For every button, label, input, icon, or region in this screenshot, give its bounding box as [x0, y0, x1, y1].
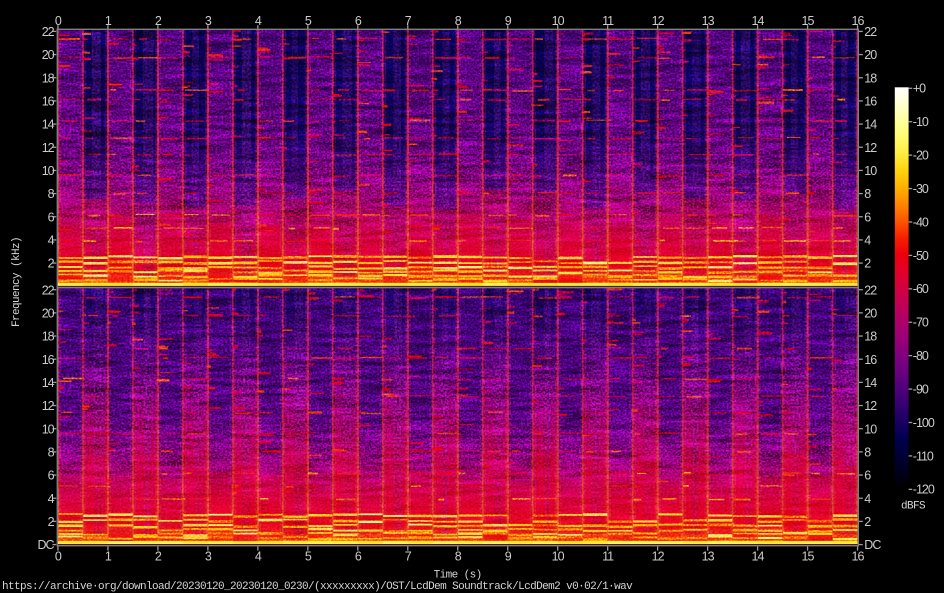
- svg-text:20: 20: [864, 48, 877, 62]
- svg-text:10: 10: [864, 422, 877, 436]
- svg-text:22: 22: [42, 283, 55, 297]
- svg-text:1: 1: [105, 14, 112, 28]
- svg-text:6: 6: [864, 469, 871, 483]
- svg-text:5: 5: [305, 550, 312, 564]
- svg-text:+0: +0: [913, 82, 926, 96]
- svg-text:3: 3: [205, 550, 212, 564]
- svg-text:-80: -80: [913, 349, 929, 363]
- svg-text:dBFS: dBFS: [901, 501, 926, 513]
- svg-text:11: 11: [602, 14, 614, 28]
- svg-text:0: 0: [55, 14, 62, 28]
- svg-text:4: 4: [864, 234, 871, 248]
- svg-text:Frequency (kHz): Frequency (kHz): [11, 237, 23, 327]
- svg-text:6: 6: [355, 14, 362, 28]
- svg-text:4: 4: [255, 14, 262, 28]
- svg-text:16: 16: [864, 353, 877, 367]
- svg-text:12: 12: [42, 399, 55, 413]
- svg-text:2: 2: [155, 14, 162, 28]
- svg-text:-40: -40: [913, 215, 929, 229]
- svg-text:0: 0: [55, 550, 62, 564]
- svg-text:4: 4: [48, 234, 55, 248]
- svg-text:1: 1: [105, 550, 112, 564]
- svg-text:16: 16: [852, 14, 865, 28]
- svg-text:8: 8: [455, 14, 462, 28]
- svg-text:2: 2: [864, 515, 871, 529]
- svg-text:2: 2: [48, 515, 55, 529]
- svg-text:14: 14: [752, 550, 765, 564]
- svg-text:-70: -70: [913, 316, 929, 330]
- svg-text:10: 10: [552, 550, 565, 564]
- svg-text:6: 6: [48, 469, 55, 483]
- svg-text:12: 12: [652, 550, 665, 564]
- svg-text:2: 2: [48, 257, 55, 271]
- svg-text:13: 13: [702, 14, 715, 28]
- svg-text:8: 8: [455, 550, 462, 564]
- svg-text:18: 18: [42, 330, 55, 344]
- svg-text:2: 2: [155, 550, 162, 564]
- svg-text:10: 10: [42, 164, 55, 178]
- svg-text:13: 13: [702, 550, 715, 564]
- svg-text:20: 20: [42, 48, 55, 62]
- svg-text:22: 22: [864, 25, 877, 39]
- svg-text:15: 15: [802, 14, 815, 28]
- svg-text:12: 12: [864, 399, 877, 413]
- svg-text:16: 16: [864, 95, 877, 109]
- svg-text:9: 9: [505, 14, 512, 28]
- svg-text:4: 4: [255, 550, 262, 564]
- svg-text:4: 4: [864, 492, 871, 506]
- svg-text:Time (s): Time (s): [434, 569, 482, 581]
- svg-text:14: 14: [42, 118, 55, 132]
- svg-text:8: 8: [48, 187, 55, 201]
- svg-text:-50: -50: [913, 249, 929, 263]
- svg-text:9: 9: [505, 550, 512, 564]
- svg-text:14: 14: [42, 376, 55, 390]
- svg-text:6: 6: [48, 210, 55, 224]
- svg-text:14: 14: [864, 118, 877, 132]
- svg-text:22: 22: [42, 25, 55, 39]
- svg-text:3: 3: [205, 14, 212, 28]
- svg-text:22: 22: [864, 283, 877, 297]
- svg-text:4: 4: [48, 492, 55, 506]
- svg-text:-30: -30: [913, 182, 929, 196]
- svg-text:2: 2: [864, 257, 871, 271]
- svg-text:https://archive·org/download/2: https://archive·org/download/20230120_20…: [2, 581, 633, 593]
- svg-text:6: 6: [355, 550, 362, 564]
- svg-text:-90: -90: [913, 383, 929, 397]
- svg-text:8: 8: [864, 446, 871, 460]
- svg-text:14: 14: [864, 376, 877, 390]
- svg-text:5: 5: [305, 14, 312, 28]
- svg-text:16: 16: [852, 550, 865, 564]
- svg-text:20: 20: [42, 307, 55, 321]
- svg-text:-120: -120: [913, 483, 935, 497]
- svg-text:16: 16: [42, 353, 55, 367]
- svg-text:12: 12: [864, 141, 877, 155]
- svg-text:18: 18: [864, 330, 877, 344]
- svg-text:10: 10: [42, 422, 55, 436]
- svg-text:10: 10: [552, 14, 565, 28]
- svg-text:14: 14: [752, 14, 765, 28]
- svg-text:12: 12: [652, 14, 665, 28]
- svg-text:15: 15: [802, 550, 815, 564]
- svg-text:7: 7: [405, 14, 412, 28]
- svg-text:-10: -10: [913, 115, 929, 129]
- svg-text:8: 8: [48, 446, 55, 460]
- svg-text:-60: -60: [913, 282, 929, 296]
- svg-text:DC: DC: [38, 538, 55, 552]
- svg-text:10: 10: [864, 164, 877, 178]
- svg-text:20: 20: [864, 307, 877, 321]
- svg-text:12: 12: [42, 141, 55, 155]
- svg-text:DC: DC: [864, 538, 881, 552]
- svg-text:-100: -100: [913, 416, 935, 430]
- svg-text:8: 8: [864, 187, 871, 201]
- svg-text:11: 11: [602, 550, 614, 564]
- svg-text:6: 6: [864, 210, 871, 224]
- svg-text:7: 7: [405, 550, 412, 564]
- svg-text:-110: -110: [913, 449, 934, 463]
- svg-text:18: 18: [42, 71, 55, 85]
- svg-text:-20: -20: [913, 149, 929, 163]
- svg-text:18: 18: [864, 71, 877, 85]
- svg-text:16: 16: [42, 95, 55, 109]
